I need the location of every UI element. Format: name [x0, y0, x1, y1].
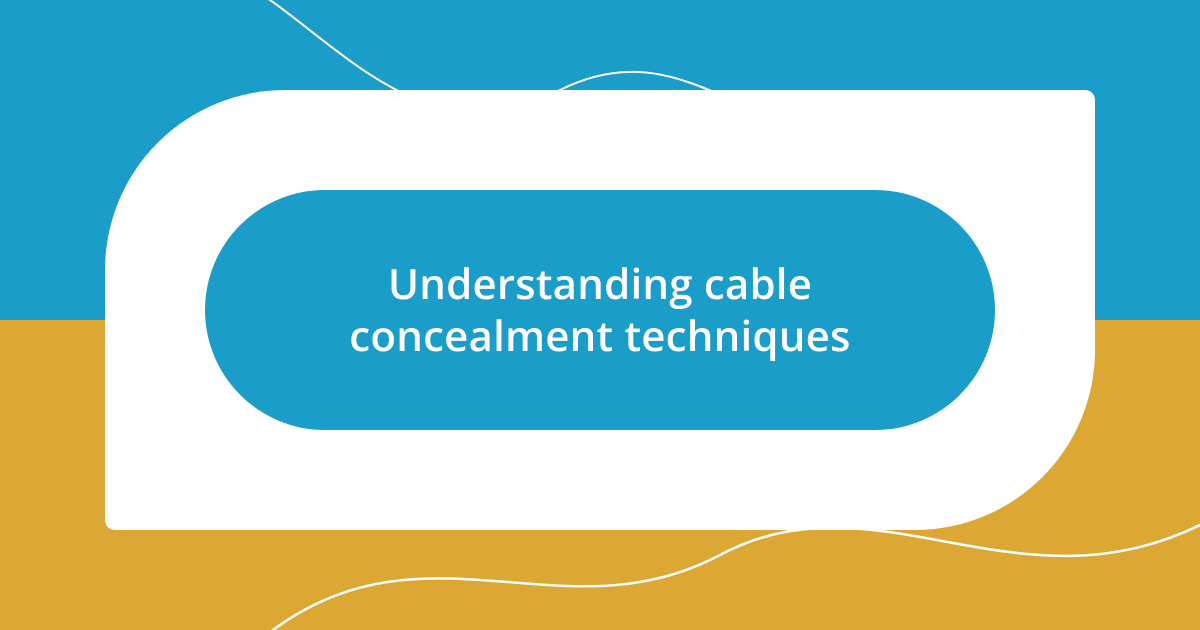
title-pill: Understanding cable concealment techniqu… — [205, 190, 995, 430]
page-title: Understanding cable concealment techniqu… — [255, 258, 945, 363]
